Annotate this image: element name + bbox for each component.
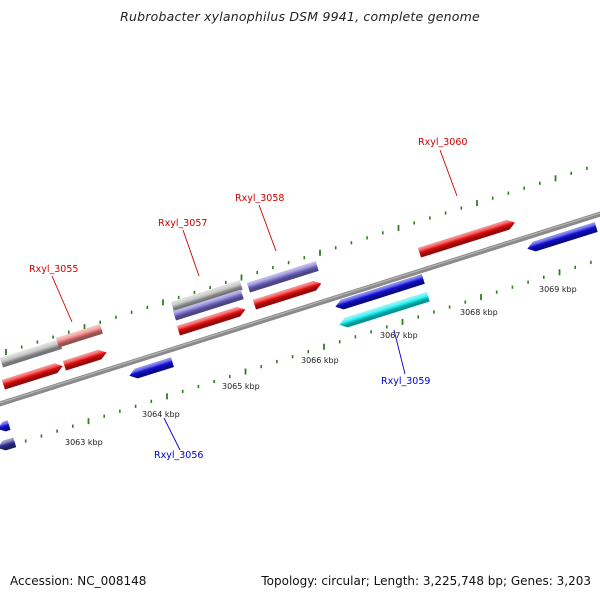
genome-backbone-highlight [0, 212, 600, 404]
genome-stats-label: Topology: circular; Length: 3,225,748 bp… [261, 574, 591, 588]
scale-label-3063: 3063 kbp [65, 438, 103, 447]
gene-red-shading [2, 363, 63, 390]
gene-gray-shading [171, 280, 243, 312]
gene-navy-edge-shading [0, 437, 17, 451]
gene-rxyl-3057-group [173, 289, 244, 321]
leader-rxyl-3059 [393, 329, 406, 375]
gene-red-group [2, 363, 63, 390]
gene-rxyl-3055-group [56, 324, 103, 348]
gene-blue-shading [527, 222, 598, 252]
gene-red-group [177, 307, 246, 336]
leader-rxyl-3060 [439, 149, 458, 197]
gene-red-group [253, 281, 322, 310]
leader-rxyl-3056 [163, 417, 181, 451]
gene-rxyl-3056-group [129, 357, 174, 379]
leader-rxyl-3057 [182, 229, 200, 277]
gene-label-rxyl-3059[interactable]: Rxyl_3059 [381, 376, 430, 387]
gene-blue-group [527, 222, 598, 252]
gene-red-shading [253, 281, 322, 310]
gene-rxyl-3059-group [339, 291, 430, 328]
accession-label: Accession: NC_008148 [10, 574, 147, 588]
map-title: Rubrobacter xylanophilus DSM 9941, compl… [120, 9, 480, 24]
gene-red-group [63, 349, 107, 371]
gene-rxyl-3057-shading [173, 289, 244, 321]
lower-tick-row [9, 260, 592, 449]
gene-blue-group [335, 274, 425, 310]
gene-rxyl-3055-shading [56, 324, 103, 348]
gene-label-rxyl-3058[interactable]: Rxyl_3058 [235, 193, 284, 204]
gene-blue-shading [335, 274, 425, 310]
gene-label-rxyl-3057[interactable]: Rxyl_3057 [158, 218, 207, 229]
leader-rxyl-3055 [51, 275, 73, 323]
gene-label-rxyl-3055[interactable]: Rxyl_3055 [29, 264, 78, 275]
gene-blue-edge-group [0, 420, 11, 432]
gene-gray-shading [0, 339, 63, 368]
gene-rxyl-3058-shading [247, 261, 319, 293]
scale-label-3068: 3068 kbp [460, 308, 498, 317]
gene-features [0, 219, 598, 451]
gene-rxyl-3060-group [418, 219, 515, 258]
gene-rxyl-3058-group [247, 261, 319, 293]
gene-blue-edge-shading [0, 420, 11, 432]
scale-label-3067: 3067 kbp [380, 331, 418, 340]
scale-label-3064: 3064 kbp [142, 410, 180, 419]
upper-tick-row [5, 166, 588, 355]
gene-label-rxyl-3056[interactable]: Rxyl_3056 [154, 450, 203, 461]
gene-gray-group [171, 280, 243, 312]
gene-red-shading [63, 349, 107, 371]
gene-label-rxyl-3060[interactable]: Rxyl_3060 [418, 137, 467, 148]
scale-label-3066: 3066 kbp [301, 356, 339, 365]
scale-label-3065: 3065 kbp [222, 382, 260, 391]
gene-rxyl-3056-shading [129, 357, 174, 379]
leader-rxyl-3058 [258, 204, 277, 252]
gene-navy-edge-group [0, 437, 17, 451]
label-leader-lines [51, 149, 458, 451]
gene-gray-group [0, 339, 63, 368]
genome-backbone [0, 211, 600, 407]
gene-rxyl-3059-shading [339, 291, 430, 328]
gene-red-shading [177, 307, 246, 336]
gene-rxyl-3060-shading [418, 219, 515, 258]
scale-label-3069: 3069 kbp [539, 285, 577, 294]
